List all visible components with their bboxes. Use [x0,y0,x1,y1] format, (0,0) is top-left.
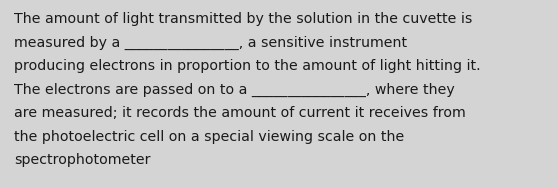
Text: The amount of light transmitted by the solution in the cuvette is: The amount of light transmitted by the s… [14,12,473,26]
Text: spectrophotometer: spectrophotometer [14,153,151,167]
Text: The electrons are passed on to a ________________, where they: The electrons are passed on to a _______… [14,83,455,97]
Text: are measured; it records the amount of current it receives from: are measured; it records the amount of c… [14,106,466,120]
Text: measured by a ________________, a sensitive instrument: measured by a ________________, a sensit… [14,36,407,50]
Text: the photoelectric cell on a special viewing scale on the: the photoelectric cell on a special view… [14,130,404,143]
Text: producing electrons in proportion to the amount of light hitting it.: producing electrons in proportion to the… [14,59,480,73]
